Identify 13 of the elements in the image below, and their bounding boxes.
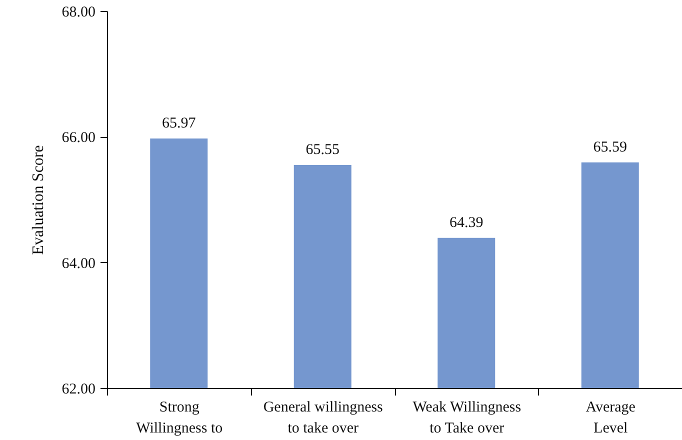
y-tick-label: 66.00 xyxy=(62,130,96,146)
data-label: 65.55 xyxy=(306,142,340,158)
data-label: 65.97 xyxy=(162,116,196,132)
x-tick-label: Average Level xyxy=(586,400,636,436)
x-tick-label: Weak Willingness to Take over xyxy=(412,400,522,436)
data-label: 65.59 xyxy=(593,139,627,156)
data-label: 64.39 xyxy=(450,214,484,231)
y-tick-label: 64.00 xyxy=(62,256,96,272)
y-tick-label: 68.00 xyxy=(62,4,96,20)
x-tick-label: Strong Willingness to xyxy=(136,400,223,436)
y-tick-label: 62.00 xyxy=(62,382,96,398)
y-axis-title: Evaluation Score xyxy=(30,145,47,255)
x-tick-label: General willingness to take over xyxy=(263,400,384,436)
